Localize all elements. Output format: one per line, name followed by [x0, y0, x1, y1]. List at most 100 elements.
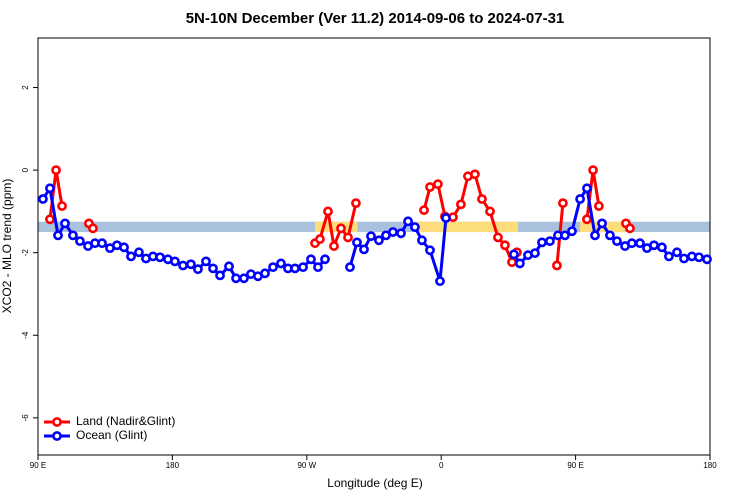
data-point — [119, 242, 129, 253]
data-point — [239, 273, 249, 284]
data-point — [567, 226, 577, 237]
data-point — [582, 183, 592, 194]
data-point — [537, 237, 547, 248]
data-point — [224, 261, 234, 272]
data-point — [582, 214, 592, 225]
data-point — [97, 238, 107, 249]
data-point — [417, 235, 427, 246]
data-point — [215, 270, 225, 281]
reference-band — [38, 221, 710, 233]
data-point — [470, 169, 480, 180]
data-point — [649, 240, 659, 251]
data-point — [60, 218, 70, 229]
data-point — [336, 223, 346, 234]
data-point — [626, 238, 637, 249]
data-point — [306, 254, 316, 265]
data-point — [178, 260, 188, 271]
data-point — [545, 236, 555, 247]
chart-title: 5N-10N December (Ver 11.2) 2014-09-06 to… — [186, 10, 565, 27]
data-point — [575, 194, 585, 204]
data-point — [485, 206, 495, 217]
data-point — [396, 228, 406, 239]
data-point — [657, 242, 667, 253]
data-point — [313, 262, 323, 273]
y-tick-label: -2 — [21, 249, 30, 257]
data-point — [558, 198, 568, 209]
data-point — [388, 227, 398, 237]
data-point — [477, 194, 487, 204]
data-point — [351, 198, 361, 209]
data-point — [374, 235, 384, 246]
data-point — [588, 165, 598, 176]
data-point — [507, 257, 517, 268]
data-point — [433, 179, 443, 190]
data-point — [664, 251, 674, 262]
data-point — [441, 213, 451, 223]
data-point — [208, 263, 218, 274]
data-point — [456, 199, 466, 210]
data-point — [560, 230, 570, 241]
data-point — [425, 182, 435, 192]
data-point — [625, 223, 635, 234]
x-tick-label: 90 E — [567, 461, 583, 470]
legend-label: Ocean (Glint) — [76, 428, 147, 442]
data-point — [290, 263, 300, 274]
data-point — [694, 252, 704, 263]
data-point — [345, 262, 355, 273]
data-point — [134, 247, 144, 258]
x-tick-label: 180 — [166, 461, 180, 470]
x-axis-label: Longitude (deg E) — [327, 476, 422, 490]
x-tick-label: 90 W — [297, 461, 316, 470]
band-highlight — [315, 221, 358, 233]
data-point — [201, 256, 211, 267]
data-point — [186, 259, 196, 270]
x-tick-label: 90 E — [30, 461, 46, 470]
data-point — [509, 249, 519, 260]
y-tick-label: 0 — [21, 167, 30, 172]
data-point — [593, 201, 604, 211]
data-point — [268, 262, 278, 273]
y-tick-label: -4 — [21, 331, 30, 339]
legend-marker — [52, 431, 62, 441]
data-point — [679, 253, 689, 264]
data-point — [276, 258, 286, 269]
data-point — [605, 230, 615, 241]
data-point — [635, 238, 645, 249]
data-point — [45, 183, 55, 194]
data-point — [672, 247, 682, 258]
y-tick-label: -6 — [21, 414, 30, 422]
y-axis-label: XCO2 - MLO trend (ppm) — [0, 179, 14, 314]
data-point — [514, 258, 525, 269]
data-point — [231, 273, 241, 284]
data-point — [702, 254, 712, 265]
legend-label: Land (Nadir&Glint) — [76, 414, 175, 428]
data-point — [323, 206, 333, 217]
y-tick-label: 2 — [21, 85, 30, 90]
data-point — [403, 216, 413, 227]
data-point — [126, 251, 136, 262]
x-tick-label: 0 — [439, 461, 444, 470]
data-point — [597, 218, 607, 229]
legend-marker — [52, 417, 62, 427]
data-point — [552, 260, 562, 271]
data-point — [88, 223, 98, 234]
data-point — [75, 236, 85, 247]
data-point — [155, 252, 165, 263]
data-point — [320, 254, 330, 265]
data-point — [493, 232, 503, 243]
data-point — [51, 165, 61, 176]
data-point — [590, 230, 600, 241]
data-point — [45, 214, 55, 225]
data-point — [57, 201, 67, 211]
data-point — [352, 237, 362, 248]
data-point — [500, 240, 510, 251]
data-point — [366, 231, 376, 242]
data-point — [612, 236, 622, 247]
band-highlight — [415, 221, 519, 233]
data-point — [38, 194, 48, 204]
plot-frame — [37, 37, 711, 456]
data-point — [435, 276, 445, 287]
data-point — [193, 264, 203, 275]
data-point — [68, 230, 78, 241]
data-point — [170, 256, 180, 267]
